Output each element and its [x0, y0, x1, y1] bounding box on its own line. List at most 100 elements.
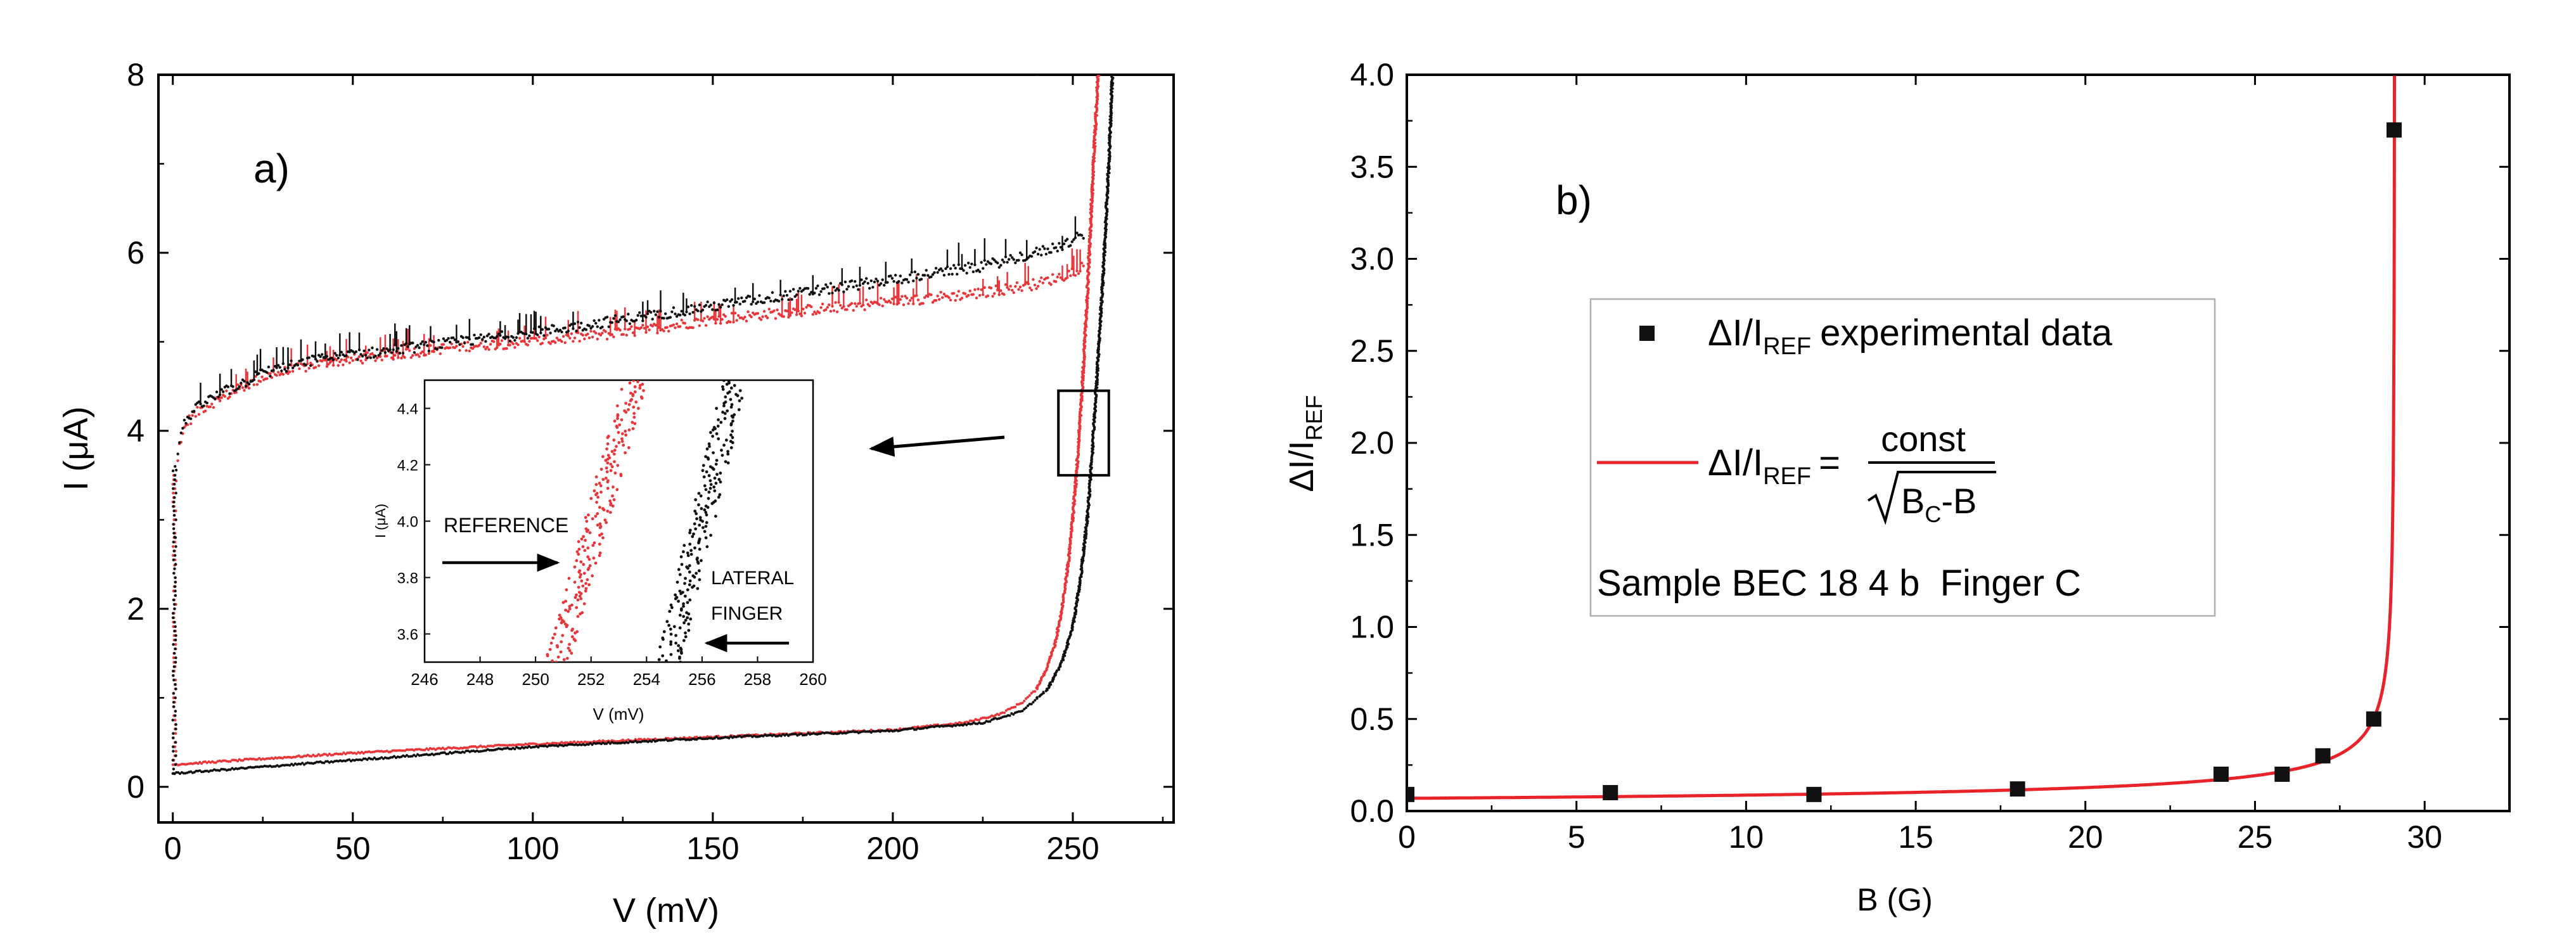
- data-point: [1007, 258, 1011, 261]
- data-point: [606, 479, 610, 483]
- data-point: [281, 373, 285, 376]
- data-point: [200, 762, 203, 765]
- data-point: [618, 318, 622, 321]
- data-point: [601, 455, 605, 458]
- y-tick-label: 2.5: [1350, 333, 1394, 369]
- data-point: [869, 279, 873, 283]
- data-point: [704, 304, 708, 307]
- data-point: [1054, 246, 1058, 249]
- inset-x-tick-label: 254: [633, 670, 660, 689]
- data-point: [173, 603, 176, 606]
- data-point: [860, 278, 863, 281]
- data-point: [577, 540, 580, 544]
- data-point: [731, 430, 734, 433]
- data-point: [729, 440, 733, 443]
- data-point: [570, 635, 574, 639]
- data-point: [631, 427, 635, 430]
- data-point: [1011, 288, 1014, 292]
- data-point: [722, 380, 726, 382]
- data-point: [1021, 709, 1024, 713]
- data-point: [989, 720, 992, 723]
- data-point: [437, 338, 440, 342]
- data-point: [701, 308, 705, 312]
- data-point: [816, 284, 819, 288]
- data-point: [785, 309, 789, 313]
- data-point: [687, 622, 691, 626]
- data-point: [594, 515, 598, 518]
- data-point: [854, 279, 857, 283]
- data-point: [238, 385, 241, 388]
- data-point: [612, 485, 615, 489]
- data-point: [1012, 291, 1015, 294]
- data-point: [1009, 284, 1012, 288]
- x-tick-label: 30: [2407, 819, 2442, 855]
- data-point: [203, 409, 207, 412]
- data-point: [607, 325, 610, 328]
- data-point: [380, 349, 383, 352]
- data-point: [852, 285, 855, 289]
- data-point: [576, 321, 580, 324]
- data-point: [439, 352, 442, 355]
- data-point: [560, 618, 564, 622]
- data-point: [432, 340, 435, 343]
- data-point: [599, 484, 603, 488]
- data-point: [952, 291, 956, 295]
- data-point: [620, 440, 624, 443]
- data-point: [588, 564, 592, 568]
- data-point: [228, 392, 231, 395]
- data-point: [675, 322, 679, 326]
- x-tick-label: 250: [1046, 831, 1099, 866]
- data-point: [715, 317, 719, 321]
- data-point: [894, 295, 897, 299]
- data-point: [692, 532, 695, 536]
- data-point: [633, 385, 637, 388]
- data-point: [745, 319, 748, 323]
- data-point: [592, 556, 596, 560]
- data-point: [721, 303, 724, 307]
- data-point: [601, 325, 604, 329]
- data-point: [1058, 241, 1061, 245]
- data-point: [669, 632, 673, 636]
- data-point: [606, 442, 610, 445]
- x-tick-label: 15: [1898, 819, 1933, 855]
- data-point: [702, 475, 706, 479]
- data-point: [732, 304, 735, 307]
- data-point: [936, 295, 939, 298]
- data-point: [549, 331, 552, 335]
- data-point: [541, 328, 544, 331]
- data-point: [706, 315, 709, 318]
- data-point: [479, 342, 482, 345]
- data-point: [686, 305, 690, 309]
- data-point: [458, 348, 461, 352]
- data-point: [753, 297, 756, 301]
- data-point: [554, 626, 558, 630]
- inset-y-tick-label: 4.2: [397, 457, 418, 475]
- data-point: [970, 262, 973, 265]
- data-point: [174, 625, 177, 629]
- data-point: [254, 374, 257, 378]
- data-point: [340, 350, 343, 354]
- data-point: [558, 613, 561, 617]
- data-point: [508, 343, 511, 347]
- data-point: [172, 656, 176, 660]
- data-point: [864, 298, 868, 302]
- legend-fit-denominator: BC-B: [1901, 481, 1977, 527]
- inset-axis-ticks: 246 248 250 252 254 256 258 260 3.6 3.8 4.0 4.2 4.4: [397, 401, 827, 689]
- data-point: [715, 308, 719, 312]
- data-point: [761, 315, 764, 319]
- data-point: [748, 295, 752, 298]
- y-tick-label: 0.5: [1350, 701, 1394, 737]
- data-point: [599, 468, 603, 471]
- data-point: [923, 274, 926, 277]
- data-point: [584, 539, 587, 542]
- data-point: [886, 281, 889, 284]
- data-point: [729, 387, 733, 390]
- data-point: [173, 567, 176, 570]
- data-point: [555, 328, 559, 331]
- data-point: [989, 262, 993, 265]
- data-point: [254, 370, 257, 373]
- data-point: [892, 279, 895, 283]
- data-point: [651, 324, 654, 328]
- data-point: [633, 390, 637, 393]
- x-tick-label: 200: [866, 831, 919, 866]
